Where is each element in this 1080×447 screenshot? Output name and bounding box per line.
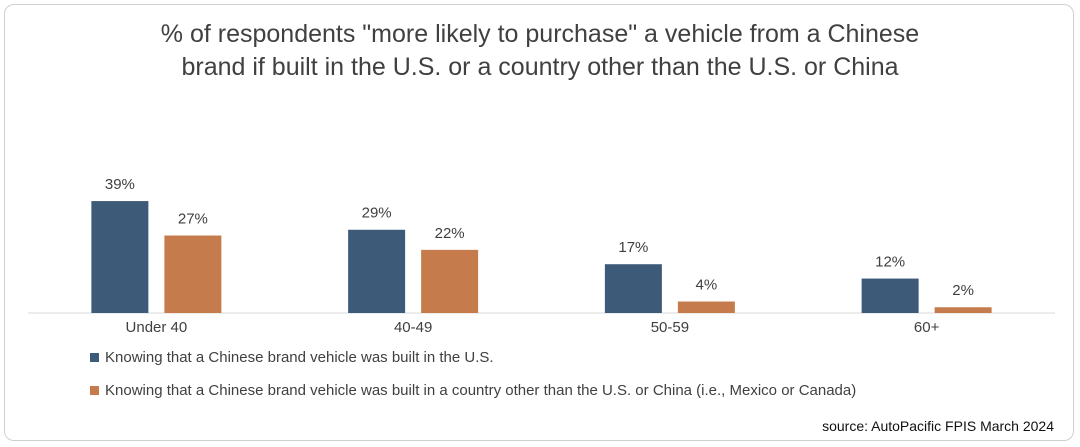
legend-label: Knowing that a Chinese brand vehicle was… — [105, 349, 494, 366]
chart-title: % of respondents "more likely to purchas… — [160, 20, 920, 81]
value-label: 4% — [696, 276, 718, 293]
value-label: 12% — [875, 254, 905, 271]
bar — [677, 301, 735, 313]
legend-item: Knowing that a Chinese brand vehicle was… — [90, 381, 920, 400]
legend-item: Knowing that a Chinese brand vehicle was… — [90, 348, 920, 367]
legend: Knowing that a Chinese brand vehicle was… — [90, 348, 920, 414]
bar — [934, 307, 992, 313]
bar — [348, 229, 406, 313]
source: source: AutoPacific FPIS March 2024 — [822, 418, 1054, 434]
x-tick-label: 40-49 — [394, 319, 432, 336]
value-label: 22% — [435, 225, 465, 242]
x-tick-label: 50-59 — [651, 319, 689, 336]
frame — [4, 4, 1074, 441]
value-label: 29% — [362, 205, 392, 222]
x-tick-label: Under 40 — [126, 319, 188, 336]
bar — [861, 278, 919, 313]
bar — [91, 201, 149, 313]
bar — [604, 264, 662, 313]
value-label: 39% — [105, 176, 135, 193]
value-label: 2% — [952, 282, 974, 299]
legend-swatch — [90, 353, 99, 362]
value-label: 27% — [178, 210, 208, 227]
bar — [164, 235, 222, 313]
legend-label: Knowing that a Chinese brand vehicle was… — [105, 382, 857, 399]
value-label: 17% — [618, 239, 648, 256]
legend-swatch — [90, 386, 99, 395]
x-tick-label: 60+ — [914, 319, 940, 336]
bar — [421, 249, 479, 313]
